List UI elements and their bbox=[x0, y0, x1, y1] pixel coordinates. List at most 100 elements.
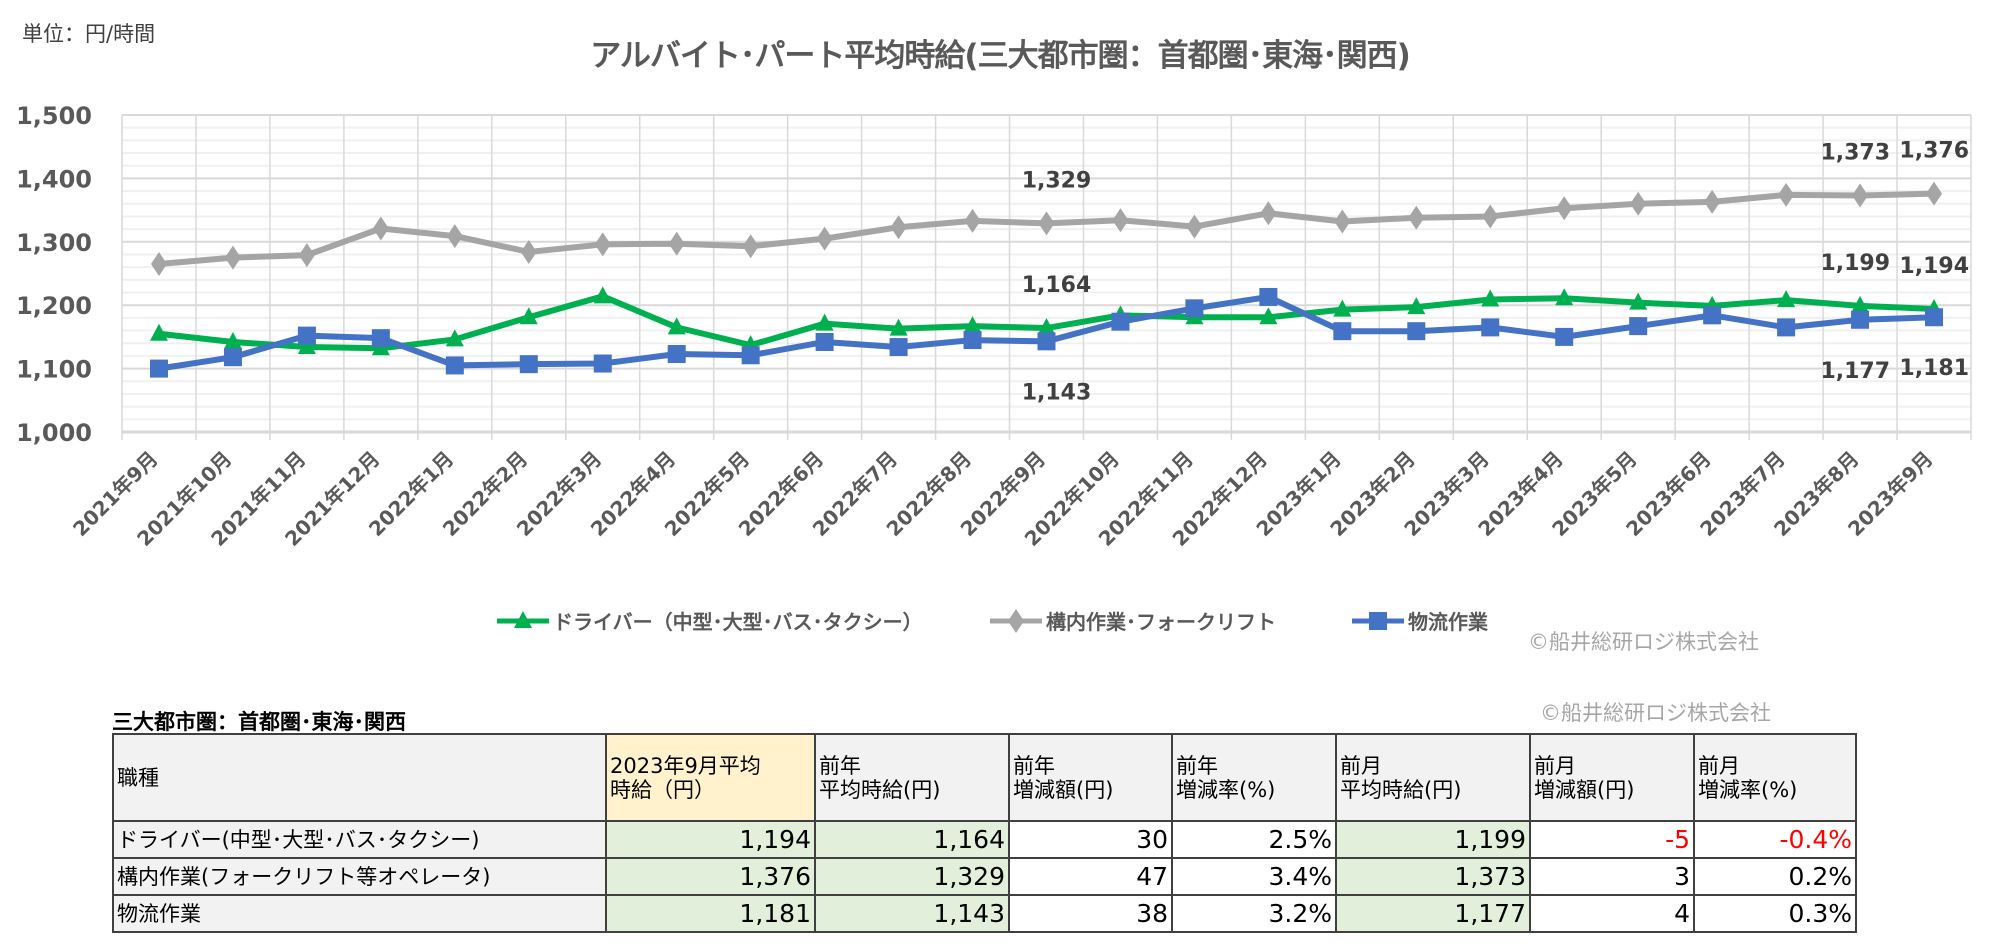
unit-label: 単位：円/時間 bbox=[22, 22, 156, 46]
data-point bbox=[297, 326, 316, 345]
value-cell: 0.2% bbox=[1693, 857, 1857, 896]
data-point bbox=[520, 239, 537, 264]
legend-marker bbox=[1369, 612, 1387, 630]
value-cell: -0.4% bbox=[1693, 820, 1857, 859]
value-cell: 1,373 bbox=[1335, 857, 1531, 896]
copyright-table: ©船井総研ロジ株式会社 bbox=[1540, 701, 1771, 725]
data-point bbox=[445, 329, 464, 347]
data-point bbox=[1407, 322, 1426, 341]
data-point bbox=[1777, 290, 1796, 308]
data-point bbox=[224, 245, 241, 270]
data-label: 1,177 bbox=[1820, 359, 1890, 384]
column-header: 前月 平均時給(円) bbox=[1335, 733, 1531, 822]
data-point bbox=[1333, 322, 1352, 341]
data-label: 1,376 bbox=[1899, 139, 1969, 164]
data-point bbox=[1260, 201, 1277, 226]
data-label: 1,181 bbox=[1899, 356, 1969, 381]
legend-label: 構内作業･フォークリフト bbox=[1046, 610, 1276, 634]
data-point bbox=[372, 216, 389, 241]
data-point bbox=[1925, 308, 1944, 327]
data-point bbox=[371, 329, 390, 348]
data-point bbox=[1111, 312, 1130, 331]
legend-marker bbox=[514, 611, 532, 628]
data-point bbox=[1851, 310, 1870, 329]
data-point bbox=[1556, 196, 1573, 221]
data-point bbox=[1112, 208, 1129, 233]
value-cell: 1,194 bbox=[605, 820, 816, 859]
copyright-chart: ©船井総研ロジ株式会社 bbox=[1528, 630, 1759, 654]
data-point bbox=[1259, 287, 1278, 306]
table-header-row: 職種 2023年9月平均 時給（円） 前年 平均時給(円) 前年 増減額(円) 前年 増… bbox=[112, 733, 1857, 822]
legend-label: ドライバー（中型･大型･バス･タクシー） bbox=[553, 610, 923, 634]
value-cell: 1,199 bbox=[1335, 820, 1531, 859]
column-header: 前年 平均時給(円) bbox=[814, 733, 1010, 822]
value-cell: 1,164 bbox=[814, 820, 1010, 859]
data-point bbox=[667, 317, 686, 335]
value-cell: 1,376 bbox=[605, 857, 816, 896]
data-point bbox=[668, 231, 685, 256]
value-cell: 3.4% bbox=[1171, 857, 1337, 896]
legend-marker bbox=[1008, 609, 1024, 633]
data-point bbox=[964, 208, 981, 233]
y-tick-label: 1,100 bbox=[16, 356, 92, 384]
chart-title: アルバイト･パート平均時給(三大都市圏：首都圏･東海･関西) bbox=[590, 38, 1411, 74]
data-point bbox=[594, 232, 611, 257]
data-point bbox=[667, 345, 686, 364]
data-point bbox=[298, 243, 315, 268]
value-cell: 0.3% bbox=[1693, 894, 1857, 933]
data-point bbox=[149, 323, 168, 341]
column-header: 職種 bbox=[112, 733, 607, 822]
data-point bbox=[963, 316, 982, 334]
data-point bbox=[890, 215, 907, 240]
y-tick-label: 1,200 bbox=[16, 292, 92, 320]
y-tick-label: 1,300 bbox=[16, 229, 92, 257]
data-point bbox=[1852, 183, 1869, 208]
value-cell: 1,329 bbox=[814, 857, 1010, 896]
value-cell: -5 bbox=[1529, 820, 1695, 859]
column-header: 2023年9月平均 時給（円） bbox=[605, 733, 816, 822]
value-cell: 2.5% bbox=[1171, 820, 1337, 859]
data-point bbox=[742, 234, 759, 259]
y-tick-label: 1,000 bbox=[16, 419, 92, 447]
data-point bbox=[1851, 295, 1870, 313]
data-point bbox=[519, 355, 538, 374]
data-point bbox=[593, 286, 612, 304]
data-point bbox=[1778, 182, 1795, 207]
data-point bbox=[1703, 306, 1722, 325]
value-cell: 1,181 bbox=[605, 894, 816, 933]
value-cell: 30 bbox=[1008, 820, 1173, 859]
data-point bbox=[1629, 317, 1648, 336]
data-point bbox=[1777, 318, 1796, 337]
value-cell: 4 bbox=[1529, 894, 1695, 933]
data-label: 1,194 bbox=[1899, 254, 1969, 279]
data-point bbox=[1555, 327, 1574, 346]
data-point bbox=[1186, 214, 1203, 239]
data-point bbox=[1037, 318, 1056, 336]
data-point bbox=[815, 313, 834, 331]
data-point bbox=[223, 348, 242, 367]
data-point bbox=[815, 332, 834, 351]
data-point bbox=[445, 356, 464, 375]
column-header: 前月 増減額(円) bbox=[1529, 733, 1695, 822]
value-cell: 47 bbox=[1008, 857, 1173, 896]
data-point bbox=[1038, 211, 1055, 236]
data-point bbox=[741, 346, 760, 365]
data-label: 1,164 bbox=[1022, 273, 1092, 298]
value-cell: 3 bbox=[1529, 857, 1695, 896]
data-point bbox=[149, 359, 168, 378]
y-tick-label: 1,500 bbox=[16, 102, 92, 130]
job-type-cell: 物流作業 bbox=[112, 894, 607, 933]
data-point bbox=[1259, 307, 1278, 325]
job-type-cell: 構内作業(フォークリフト等オペレータ) bbox=[112, 857, 607, 896]
data-point bbox=[1481, 318, 1500, 337]
column-header: 前年 増減率(%) bbox=[1171, 733, 1337, 822]
wage-table: 職種 2023年9月平均 時給（円） 前年 平均時給(円) 前年 増減額(円) 前年 増… bbox=[112, 733, 1857, 933]
column-header: 前年 増減額(円) bbox=[1008, 733, 1173, 822]
data-point bbox=[1630, 191, 1647, 216]
data-label: 1,199 bbox=[1820, 251, 1890, 276]
data-point bbox=[1629, 292, 1648, 310]
data-point bbox=[1481, 289, 1500, 307]
data-point bbox=[1407, 297, 1426, 315]
table-row: 構内作業(フォークリフト等オペレータ) 1,376 1,329 47 3.4% 1,373… bbox=[112, 857, 1857, 896]
data-label: 1,143 bbox=[1022, 380, 1092, 405]
